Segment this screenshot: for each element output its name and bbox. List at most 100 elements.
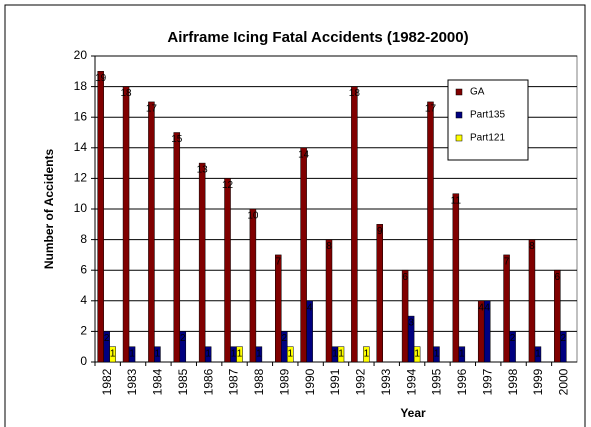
legend-label: Part121 xyxy=(470,133,505,144)
bar xyxy=(122,86,130,363)
data-label: 13 xyxy=(197,165,209,176)
bar xyxy=(275,254,282,363)
x-tick-label: 1990 xyxy=(303,368,317,395)
y-tick-label: 4 xyxy=(80,293,87,307)
bar xyxy=(204,346,212,363)
data-label: 1 xyxy=(256,348,262,359)
x-tick-label: 1983 xyxy=(125,368,139,395)
bar xyxy=(528,239,536,363)
legend-swatch xyxy=(455,88,463,96)
bar xyxy=(452,193,460,363)
bar xyxy=(325,239,333,363)
bar xyxy=(363,346,370,363)
data-label: 19 xyxy=(95,73,107,84)
x-tick-label: 1994 xyxy=(404,368,418,395)
data-label: 1 xyxy=(332,348,338,359)
y-axis-label: Number of Accidents xyxy=(42,149,56,270)
data-label: 2 xyxy=(281,333,287,344)
data-label: 1 xyxy=(364,348,370,359)
x-tick-label: 1991 xyxy=(328,368,342,395)
data-label: 15 xyxy=(171,134,183,145)
y-tick-label: 6 xyxy=(80,262,87,276)
bar xyxy=(509,331,516,363)
bar xyxy=(427,101,434,363)
data-label: 1 xyxy=(414,348,420,359)
data-label: 1 xyxy=(231,348,237,359)
bar xyxy=(401,269,409,363)
data-label: 8 xyxy=(326,241,332,252)
bar xyxy=(376,224,383,363)
x-tick-label: 1992 xyxy=(354,368,368,395)
x-tick-label: 1986 xyxy=(201,368,215,395)
bar xyxy=(97,71,104,363)
legend-swatch xyxy=(455,134,463,142)
x-tick-label: 1982 xyxy=(100,368,114,395)
legend-label: Part135 xyxy=(470,110,505,121)
bar xyxy=(109,346,116,363)
data-label: 1 xyxy=(129,348,135,359)
data-label: 17 xyxy=(146,104,158,115)
y-tick-label: 0 xyxy=(80,354,87,368)
legend-swatch xyxy=(455,111,463,119)
data-label: 1 xyxy=(434,348,440,359)
bar xyxy=(306,300,313,363)
data-label: 6 xyxy=(555,272,561,283)
bar xyxy=(148,101,155,363)
bar xyxy=(413,346,421,363)
bar xyxy=(534,346,542,363)
data-label: 8 xyxy=(529,241,535,252)
data-label: 18 xyxy=(120,88,132,99)
y-tick-label: 8 xyxy=(80,232,87,246)
data-label: 12 xyxy=(222,180,234,191)
data-label: 4 xyxy=(484,302,490,313)
bar xyxy=(351,86,358,363)
data-label: 3 xyxy=(408,318,414,329)
bar xyxy=(554,269,561,363)
x-tick-label: 1985 xyxy=(176,368,190,395)
data-label: 18 xyxy=(349,88,361,99)
bar xyxy=(433,346,440,363)
data-label: 1 xyxy=(155,348,161,359)
data-label: 2 xyxy=(104,333,110,344)
y-tick-label: 18 xyxy=(74,79,88,93)
bar xyxy=(249,208,257,363)
bar xyxy=(255,346,263,363)
x-axis-label: Year xyxy=(400,406,426,420)
data-label: 9 xyxy=(377,226,383,237)
bar xyxy=(154,346,161,363)
bar xyxy=(128,346,136,363)
data-label: 1 xyxy=(459,348,465,359)
x-tick-label: 1997 xyxy=(480,368,494,395)
bar xyxy=(458,346,466,363)
y-tick-label: 14 xyxy=(74,140,88,154)
data-label: 2 xyxy=(510,333,516,344)
bar xyxy=(236,346,243,363)
bar xyxy=(503,254,510,363)
x-tick-label: 1989 xyxy=(277,368,291,395)
y-tick-label: 12 xyxy=(74,171,88,185)
x-tick-label: 1999 xyxy=(531,368,545,395)
data-label: 1 xyxy=(237,348,243,359)
bar xyxy=(198,162,206,363)
y-tick-label: 16 xyxy=(74,109,88,123)
bar xyxy=(179,331,187,363)
data-label: 4 xyxy=(478,302,484,313)
y-tick-label: 2 xyxy=(80,324,87,338)
data-label: 17 xyxy=(425,104,437,115)
x-tick-label: 1998 xyxy=(506,368,520,395)
x-tick-label: 1995 xyxy=(430,368,444,395)
data-label: 2 xyxy=(180,333,186,344)
x-tick-label: 1987 xyxy=(227,368,241,395)
bar xyxy=(300,147,307,363)
data-label: 7 xyxy=(275,257,281,268)
x-tick-label: 1996 xyxy=(455,368,469,395)
data-label: 6 xyxy=(402,272,408,283)
x-tick-label: 1988 xyxy=(252,368,266,395)
bar xyxy=(173,132,181,363)
data-label: 7 xyxy=(504,257,510,268)
data-label: 14 xyxy=(298,149,310,160)
bar xyxy=(337,346,345,363)
bar xyxy=(287,346,294,363)
data-label: 4 xyxy=(307,302,313,313)
